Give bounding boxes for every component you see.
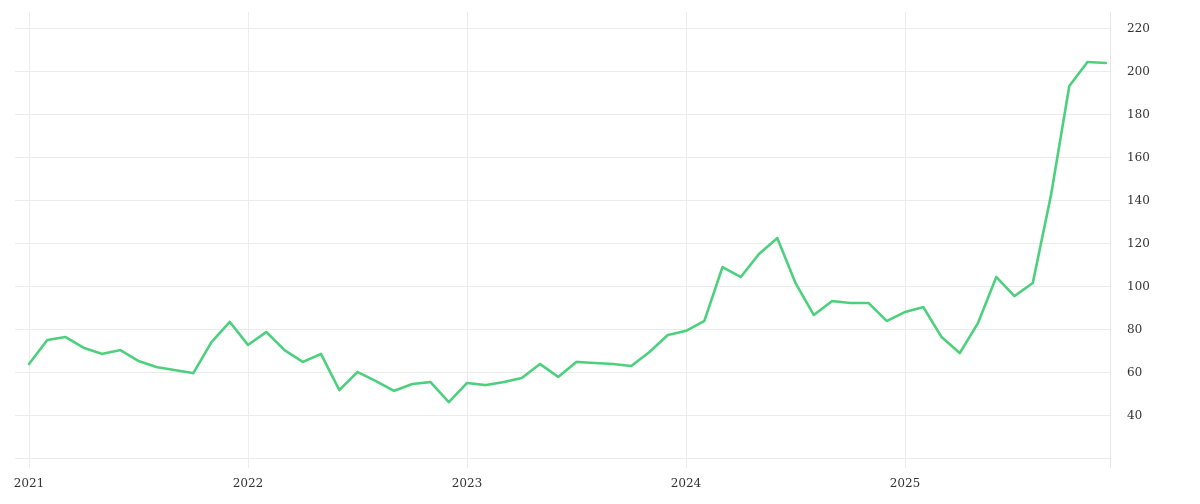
y-tick-label: 40 bbox=[1127, 408, 1142, 422]
x-tick-label: 2022 bbox=[233, 476, 264, 490]
vertical-gridlines bbox=[29, 12, 906, 468]
x-tick-label: 2023 bbox=[452, 476, 483, 490]
y-tick-label: 220 bbox=[1127, 21, 1150, 35]
x-tick-label: 2024 bbox=[671, 476, 702, 490]
x-tick-label: 2025 bbox=[890, 476, 921, 490]
horizontal-gridlines bbox=[15, 28, 1110, 459]
y-tick-label: 140 bbox=[1127, 193, 1150, 207]
y-tick-label: 160 bbox=[1127, 150, 1150, 164]
x-axis-tick-labels: 2021 2022 2023 2024 2025 bbox=[14, 476, 921, 490]
y-tick-label: 60 bbox=[1127, 365, 1142, 379]
y-tick-label: 200 bbox=[1127, 64, 1150, 78]
y-axis-tick-labels: 40 60 80 100 120 140 160 180 200 220 bbox=[1127, 21, 1150, 422]
x-tick-label: 2021 bbox=[14, 476, 45, 490]
y-tick-label: 80 bbox=[1127, 322, 1142, 336]
series-line bbox=[27, 60, 1108, 404]
y-tick-label: 180 bbox=[1127, 107, 1150, 121]
y-tick-label: 100 bbox=[1127, 279, 1150, 293]
y-tick-label: 120 bbox=[1127, 236, 1150, 250]
